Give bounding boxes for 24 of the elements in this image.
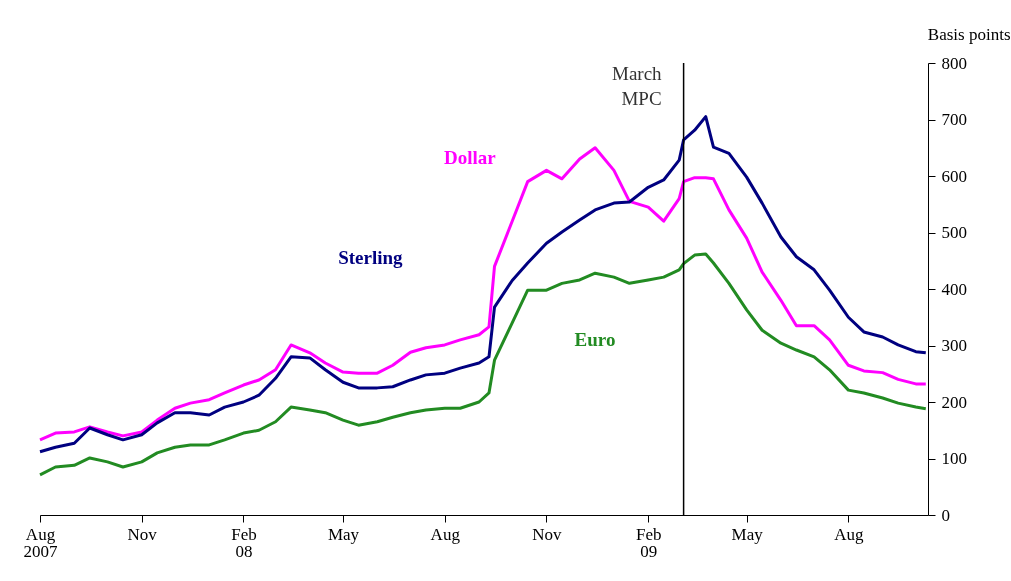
y-tick-label: 0 [941, 505, 950, 525]
y-tick-label: 800 [941, 53, 967, 73]
y-tick-label: 400 [941, 279, 967, 299]
y-tick-label: 600 [941, 166, 967, 186]
text: Sterling [338, 246, 404, 268]
x-tick-label: Nov [127, 524, 158, 544]
series-label: Dollar [443, 146, 497, 168]
y-tick-label: 500 [941, 223, 967, 242]
x-tick-label: Aug [430, 524, 461, 544]
y-axis-title: Basis points [927, 24, 1011, 44]
x-tick-label: Aug [834, 524, 865, 544]
y-tick-label: 300 [941, 336, 967, 355]
line-series [38, 252, 928, 477]
x-tick-label: Feb 09 [635, 524, 662, 561]
x-tick-label: Nov [532, 524, 563, 544]
x-tick-label: Feb 08 [231, 524, 257, 561]
y-tick-label: 200 [941, 392, 967, 412]
x-tick-label: May [327, 524, 360, 544]
y-tick-label: 100 [941, 449, 967, 468]
x-tick-label: Aug 2007 [23, 524, 58, 561]
x-tick-label: May [731, 524, 764, 544]
y-tick-label: 700 [941, 110, 967, 129]
ref-line-label: March MPC [612, 63, 663, 109]
text: Euro [574, 329, 616, 351]
